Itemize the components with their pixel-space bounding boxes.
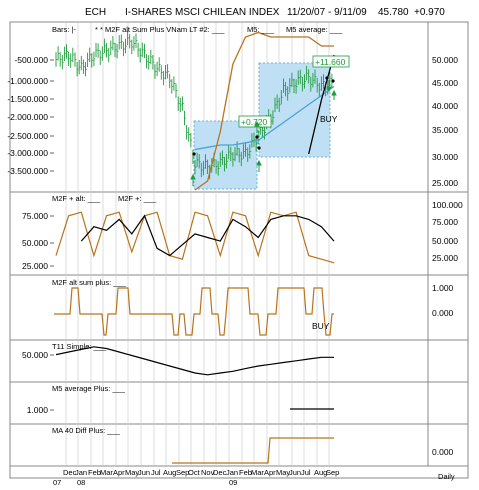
right-tick-price-1: 45.000 (432, 78, 458, 88)
x-month-label: Mar (100, 468, 113, 477)
legend-price-2: M5: ___ (247, 25, 275, 34)
left-tick-price-4: -2.500.000 (7, 131, 48, 141)
trade-box-1 (193, 120, 258, 190)
x-month-label: Dec (213, 468, 227, 477)
x-month-label: Sep (326, 468, 339, 477)
legend-ma40-0: MA 40 Diff Plus: ___ (52, 426, 121, 435)
x-year-label: 08 (77, 478, 85, 487)
signal-arrows (190, 80, 337, 186)
x-month-label: Aug (314, 468, 327, 477)
m2f-alt-sum-plus-line (54, 287, 334, 336)
price-label: 45.780 (378, 7, 409, 18)
legend-m2fsum-0: M2F alt sum plus: ___ (52, 278, 127, 287)
left-tick-price-3: -2.000.000 (7, 112, 48, 122)
x-month-label: Jul (151, 468, 161, 477)
x-month-label: Apr (113, 468, 125, 477)
ma40-diff-plus-line (172, 437, 334, 464)
m5-average-line (194, 31, 334, 191)
period-label: Daily (438, 472, 455, 481)
x-month-label: Feb (239, 468, 252, 477)
right-tick-m2f-2: 50.000 (432, 236, 458, 246)
box2-label-bg (312, 55, 350, 68)
x-year-label: 07 (53, 478, 61, 487)
right-tick-m2f-0: 100.000 (432, 200, 463, 210)
change-label: +0.970 (414, 7, 445, 18)
right-tick-price-4: 30.000 (432, 152, 458, 162)
price-bars-series (55, 30, 334, 180)
buy-label-m2fsum: BUY (312, 321, 330, 331)
chart-frame (9, 21, 469, 479)
left-tick-price-2: -1.500.000 (7, 94, 48, 104)
chart-title: I-SHARES MSCI CHILEAN INDEX (125, 7, 280, 18)
x-month-label: Dec (63, 468, 77, 477)
legend-price-0: Bars: |- (52, 25, 77, 34)
legend-price-3: M5 average: ___ (286, 25, 343, 34)
left-tick-m2f-0: 75.000 (22, 211, 48, 221)
right-tick-m2f-1: 75.000 (432, 217, 458, 227)
legend-price-1: * * M2F alt Sum Plus VNam LT #2: ___ (95, 25, 225, 34)
x-month-label: Mar (251, 468, 264, 477)
right-tick-price-2: 40.000 (432, 101, 458, 111)
x-month-label: Nov (201, 468, 215, 477)
x-month-label: May (125, 468, 139, 477)
box2-gain-label: +11.660 (315, 57, 346, 67)
right-tick-m2f-3: 25.000 (432, 253, 458, 263)
legend-m2f-1: M2F +: ___ (118, 194, 157, 203)
legend-m5avg-0: M5 average Plus: ___ (52, 384, 126, 393)
right-tick-price-5: 25.000 (432, 178, 458, 188)
date-range-label: 11/20/07 - 9/11/09 (287, 7, 367, 18)
t11-simple-line (55, 346, 334, 376)
x-month-label: Jun (289, 468, 301, 477)
panel-separators (10, 191, 468, 467)
x-month-label: Oct (188, 468, 201, 477)
m5-line (308, 54, 335, 155)
left-tick-price-5: -3.000.000 (7, 148, 48, 158)
trade-box-2 (258, 62, 331, 158)
m2f-alt-sum-line (194, 85, 335, 151)
left-tick-m2f-1: 50.000 (22, 238, 48, 248)
symbol-label: ECH (85, 7, 107, 18)
x-month-label: Aug (163, 468, 176, 477)
right-tick-m2fsum-1: 0.000 (432, 308, 454, 318)
x-month-label: Jan (226, 468, 238, 477)
left-tick-price-1: -1.000.000 (7, 76, 48, 86)
buy-label-price: BUY (320, 114, 338, 124)
legend-t11-0: T11 Simple: ___ (52, 342, 107, 351)
x-month-label: Feb (88, 468, 101, 477)
right-tick-price-0: 50.000 (432, 55, 458, 65)
right-tick-ma40-0: 0.000 (432, 447, 454, 457)
left-tick-m2f-2: 25.000 (22, 261, 48, 271)
right-tick-m2fsum-0: 1.000 (432, 283, 454, 293)
x-month-label: Jul (301, 468, 311, 477)
x-year-label: 09 (229, 478, 237, 487)
left-tick-price-6: -3.500.000 (7, 166, 48, 176)
x-month-label: May (276, 468, 290, 477)
panel-legends: Bars: |- * * M2F alt Sum Plus VNam LT #2:… (52, 25, 343, 435)
x-month-label: Sep (176, 468, 189, 477)
left-tick-t11-0: 50.000 (22, 350, 48, 360)
signal-dots (192, 76, 335, 156)
right-tick-price-3: 35.000 (432, 125, 458, 135)
x-month-label: Apr (264, 468, 276, 477)
chart-header: ECH I-SHARES MSCI CHILEAN INDEX 11/20/07… (0, 0, 479, 22)
x-month-label: Jun (138, 468, 150, 477)
left-tick-m5avg-0: 1.000 (27, 405, 49, 415)
m2f-plus-line (80, 214, 335, 257)
axis-ticks: -500.000 -1.000.000 -1.500.000 -2.000.000 -2… (7, 55, 463, 457)
box1-label-bg (238, 115, 272, 128)
box1-gain-label: +0.720 (241, 117, 268, 127)
x-month-label: Jan (75, 468, 87, 477)
left-tick-price-0: -500.000 (14, 55, 48, 65)
legend-m2f-0: M2F + alt: ___ (52, 194, 101, 203)
